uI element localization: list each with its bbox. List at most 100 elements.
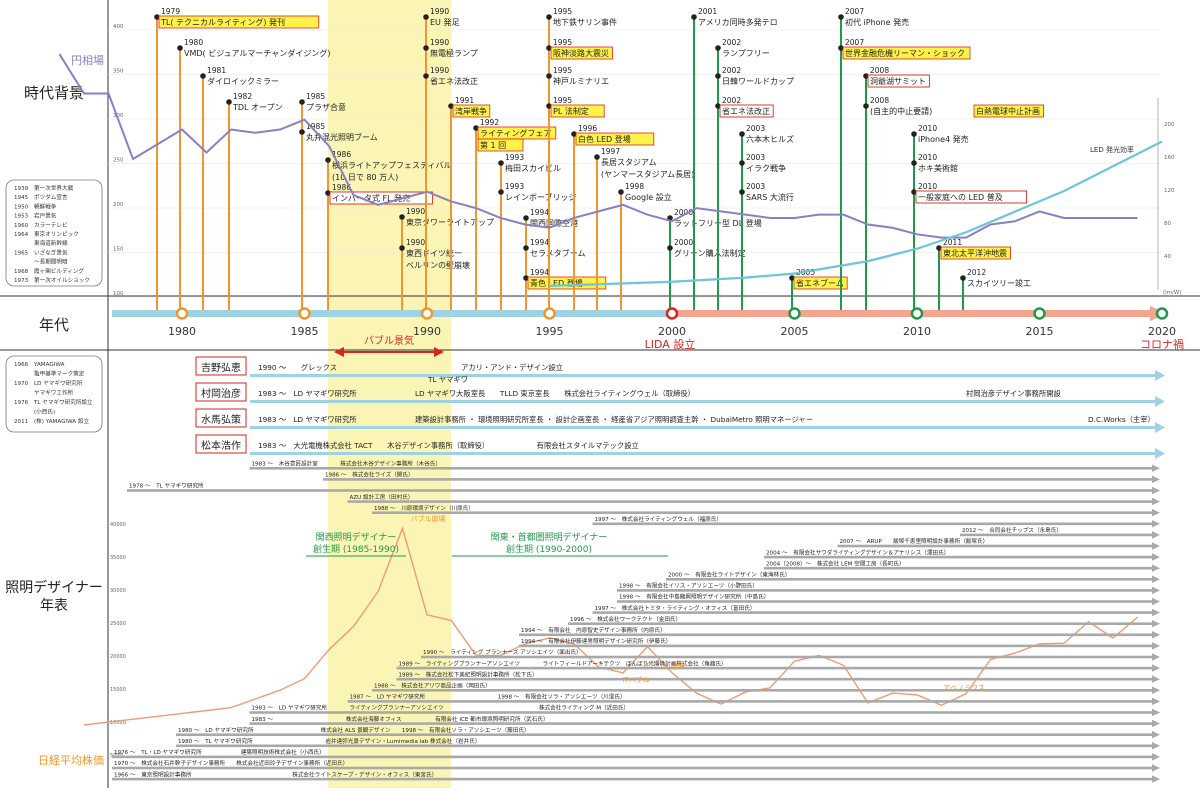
decade-year: 2000 (658, 325, 686, 338)
decade-marker (790, 309, 800, 319)
decade-marker (667, 309, 677, 319)
event-dot (423, 45, 429, 51)
event-text: 日韓ワールドカップ (722, 76, 794, 86)
led-tick: 80 (1164, 221, 1171, 227)
history-text: 第一次世界大戦 (34, 184, 74, 192)
event-dot (691, 14, 697, 20)
nikkei-label: 日経平均株価 (38, 753, 104, 767)
event-text: プラザ合意 (306, 102, 346, 112)
led-tick: 120 (1164, 188, 1175, 194)
event-text: EU 発足 (430, 18, 459, 27)
event-dot (523, 215, 529, 221)
event-dot (399, 245, 405, 251)
event-year: 1990 (430, 7, 449, 16)
led-tick: 40 (1164, 254, 1171, 260)
history-text: (小西氏) (34, 408, 55, 416)
event-text: 省エネ法改正 (722, 106, 770, 116)
firm-text: 1994 ～ 有限会社伊藤達男照明デザイン研究所（伊藤氏） (521, 637, 671, 645)
event-dot (226, 99, 232, 105)
history-text: 霞ヶ関ビルディング (34, 267, 84, 275)
event-year: 1997 (601, 147, 620, 156)
event-text: 東北太平洋沖地震 (943, 248, 1007, 258)
designer-text: 1983 ～ LD ヤマギワ研究所 建築設計事務所 ・ 環境照明研究所室長 ・ … (258, 415, 813, 424)
designer-name: 松本浩作 (201, 439, 241, 452)
event-year: 1979 (161, 7, 180, 16)
event-text: 長居スタジアム (601, 158, 656, 167)
yen-label: 円相場 (71, 54, 104, 67)
yen-tick: 250 (113, 158, 124, 164)
event-text: ホキ美術館 (918, 163, 958, 173)
event-dot (325, 157, 331, 163)
event-year: 2000 (674, 238, 693, 247)
event-text: 白熱電球中止計画 (976, 106, 1040, 116)
firm-text: 1997 ～ 株式会社トミタ・ライティング・オフィス（富田氏） (595, 604, 756, 612)
firm-text: 2000 ～ 有限会社ライトデザイン（東海林氏） (668, 571, 790, 579)
event-year: 2010 (918, 153, 937, 162)
history-year: 1973 (14, 278, 29, 284)
yen-tick: 200 (113, 202, 124, 208)
nikkei-tick: 40000 (110, 522, 126, 528)
it-bubble-burst-label: ITバブル崩壊 (643, 661, 684, 670)
firm-text: 1983 ～ 株式会社海藤オフィス 有限会社 ICE 都市環境照明研究所（武石氏… (252, 715, 549, 723)
event-dot (423, 14, 429, 20)
event-text: イラク戦争 (746, 163, 786, 173)
event-text: 横浜ライトアップフェスティバル (332, 160, 452, 170)
event-text: アメリカ同時多発テロ (698, 17, 778, 27)
history-text: 第一次オイルショック (34, 276, 90, 284)
led-tick: 200 (1164, 122, 1175, 128)
decade-marker (912, 309, 922, 319)
event-text: ダイロイックミラー (207, 76, 279, 86)
history-year: 1939 (14, 186, 29, 192)
decade-year: 2010 (903, 325, 931, 338)
firm-text: 1978 ～ TL ヤマギワ研究所 (129, 482, 204, 490)
history-year: 2011 (14, 419, 29, 425)
firm-text: 1983 ～ LD ヤマギワ研究所 ライティングプランナーアソシエイツ 株式会社… (252, 704, 630, 712)
event-text: SARS 大流行 (746, 192, 794, 202)
designer-arrow-bar (250, 452, 1155, 455)
event-dot (911, 131, 917, 137)
history-text: いざなぎ景気 (34, 248, 68, 256)
decade-year: 1990 (413, 325, 441, 338)
history-text: ポツダム宣言 (34, 193, 68, 201)
event-text: レインボーブリッジ (505, 192, 577, 202)
event-dot (498, 189, 504, 195)
kansai-label: 関西照明デザイナー (316, 531, 397, 543)
bubble-era-label: バブル景気 (364, 334, 414, 347)
designer-text: 1983 ～ 大光電機株式会社 TACT 木谷デザイン事務所（取締役） 有限会社… (258, 441, 639, 450)
history-year: 1965 (14, 250, 29, 256)
nikkei-tick: 30000 (110, 588, 126, 594)
event-dot (546, 73, 552, 79)
firm-text: 1998 ～ 有限会社中島龍興照明デザイン研究所（中島氏） (619, 593, 769, 601)
event-dot (523, 245, 529, 251)
event-year: 1995 (553, 96, 572, 105)
event-text: 省エネ法改正 (430, 76, 478, 86)
event-dot (177, 45, 183, 51)
event-dot (200, 73, 206, 79)
decade-marker (545, 309, 555, 319)
event-text: Google 設立 (625, 192, 672, 202)
event-dot (594, 154, 600, 160)
decade-year: 2020 (1148, 325, 1176, 338)
event-text: 省エネブーム (796, 278, 844, 288)
event-year: 1990 (406, 207, 425, 216)
event-text: VMD( ビジュアルマーチャンダイジング) (184, 48, 330, 58)
event-dot (715, 45, 721, 51)
event-text: 一般家庭への LED 普及 (918, 192, 1003, 202)
firm-text: 1990 ～ ライティング プランナーズ アソシエイツ（面出氏） (423, 648, 582, 656)
designer-name: 水馬弘策 (201, 413, 241, 426)
event-year: 2012 (967, 268, 986, 277)
kanto-label: 関東・首都圏照明デザイナー (491, 531, 608, 543)
event-text: 世界金融危機リーマン・ショック (845, 48, 965, 58)
history-year: 1968 (14, 269, 29, 275)
designer-name: 吉野弘恵 (201, 361, 241, 374)
event-dot (960, 275, 966, 281)
event-year: 2007 (845, 7, 864, 16)
event-year: 1993 (505, 182, 524, 191)
decade-marker (177, 309, 187, 319)
firm-arrow-bar (372, 511, 1152, 514)
decade-marker (1035, 309, 1045, 319)
history-text: 朝鮮戦争 (34, 202, 57, 210)
history-text: LD ヤマギワ研究所 (34, 379, 83, 387)
event-year: 2002 (722, 38, 741, 47)
